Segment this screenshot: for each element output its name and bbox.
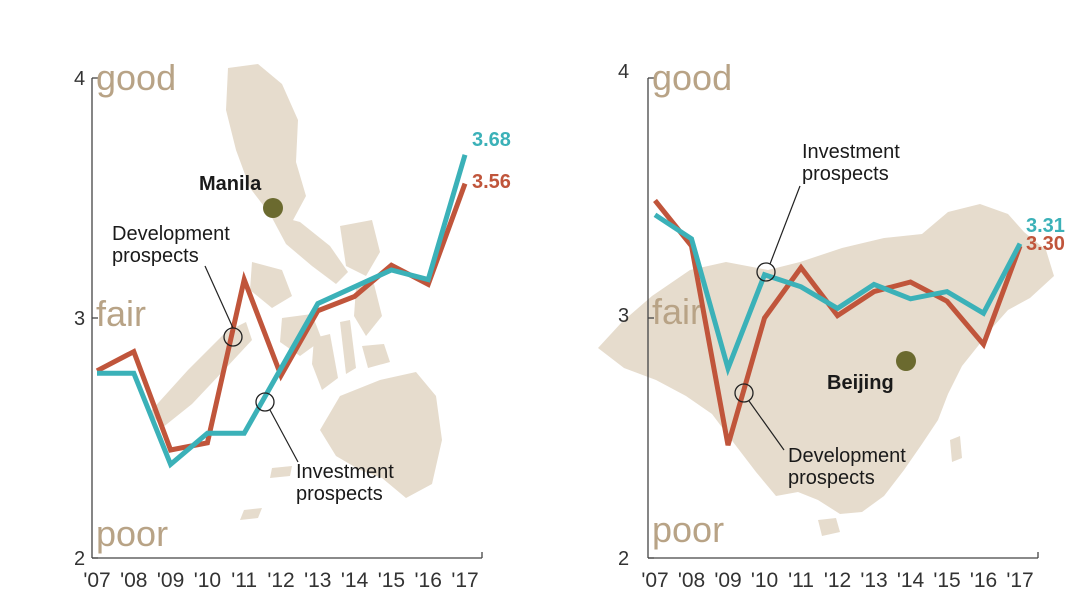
callout-leader-investment [269, 409, 299, 463]
panel-china: 4 3 2 good fair poor '07'08'09'10'11'12 '… [598, 57, 1065, 592]
quality-label-good: good [96, 57, 176, 98]
x-tick-label: '16 [970, 569, 997, 592]
plot-area [95, 154, 468, 469]
callout-circle-investment [255, 392, 275, 412]
panel-philippines: 4 3 2 good fair poor '07'08'09'10'11'12 '… [74, 57, 511, 592]
callout-leader-development [748, 400, 785, 451]
x-tick-label: '09 [157, 569, 184, 592]
x-tick-label: '15 [378, 569, 405, 592]
map-samar [340, 220, 380, 276]
callout-circle-investment [756, 262, 776, 282]
x-tick-label: '08 [678, 569, 705, 592]
x-tick-label: '08 [120, 569, 147, 592]
callout-label-development: Development prospects [112, 223, 230, 267]
china-map [598, 204, 1054, 536]
quality-label-fair: fair [96, 293, 146, 334]
map-cebu [340, 320, 356, 374]
quality-label-fair: fair [652, 291, 702, 332]
x-tick-label: '11 [788, 569, 814, 592]
city-marker-beijing [896, 351, 916, 371]
city-marker-manila [263, 198, 283, 218]
callout-leader-development [204, 265, 234, 329]
y-tick-label: 3 [74, 308, 85, 330]
series-line-development [653, 198, 1023, 446]
map-hainan [818, 518, 840, 536]
quality-label-poor: poor [652, 509, 724, 550]
callout-leader-investment [769, 185, 801, 265]
x-tick-label: '12 [267, 569, 294, 592]
plot-area [653, 198, 1023, 446]
y-tick-label: 2 [618, 548, 629, 570]
x-tick-label: '13 [860, 569, 887, 592]
callout-circle-development [734, 383, 754, 403]
map-leyte [354, 284, 382, 336]
x-tick-label: '15 [933, 569, 960, 592]
x-tick-label: '07 [641, 569, 668, 592]
quality-label-good: good [652, 57, 732, 98]
x-tick-label: '12 [824, 569, 851, 592]
y-tick-label: 4 [618, 61, 629, 83]
x-axis [92, 552, 483, 559]
end-value-investment: 3.68 [472, 129, 511, 151]
x-tick-labels: '07 '08 '09 '10 '11 '12 '13 '14 '15 '16 '17 [83, 569, 478, 592]
map-negros [312, 334, 338, 390]
end-value-investment: 3.31 [1026, 215, 1065, 237]
map-mindoro [250, 262, 292, 308]
x-tick-label: '14 [341, 569, 369, 592]
map-palawan [150, 322, 252, 428]
map-bohol [362, 344, 390, 368]
callout-label-development: Development prospects [788, 445, 906, 489]
x-tick-label: '17 [451, 569, 478, 592]
x-tick-label: '17 [1006, 569, 1033, 592]
y-tick-label: 4 [74, 68, 85, 90]
x-tick-labels: '07 '08 '09 '10 '11 '12 '13 '14 '15 '16 '17 [641, 569, 1033, 592]
quality-label-poor: poor [96, 513, 168, 554]
series-line-investment [97, 154, 468, 469]
x-tick-label: '07 [83, 569, 110, 592]
callout-label-investment: Investment prospects [296, 461, 394, 505]
x-tick-label: '16 [415, 569, 442, 592]
x-tick-label: '10 [751, 569, 778, 592]
y-tick-label: 3 [618, 305, 629, 327]
city-label-beijing: Beijing [827, 372, 894, 394]
series-line-investment [653, 212, 1023, 377]
map-china-mainland [598, 204, 1054, 514]
map-taiwan [950, 436, 962, 462]
map-luzon-south [270, 214, 348, 284]
end-value-development: 3.56 [472, 171, 511, 193]
philippines-map [150, 64, 442, 520]
x-axis [648, 552, 1039, 559]
x-tick-label: '14 [897, 569, 925, 592]
map-sulu [240, 466, 292, 520]
x-tick-label: '13 [304, 569, 331, 592]
map-luzon [226, 64, 306, 222]
x-tick-label: '09 [714, 569, 741, 592]
x-tick-label: '10 [194, 569, 221, 592]
city-label-manila: Manila [199, 173, 262, 195]
callout-label-investment: Investment prospects [802, 141, 900, 185]
end-value-development: 3.30 [1026, 233, 1065, 255]
x-tick-label: '11 [231, 569, 257, 592]
y-tick-label: 2 [74, 548, 85, 570]
map-mindanao [320, 372, 442, 498]
